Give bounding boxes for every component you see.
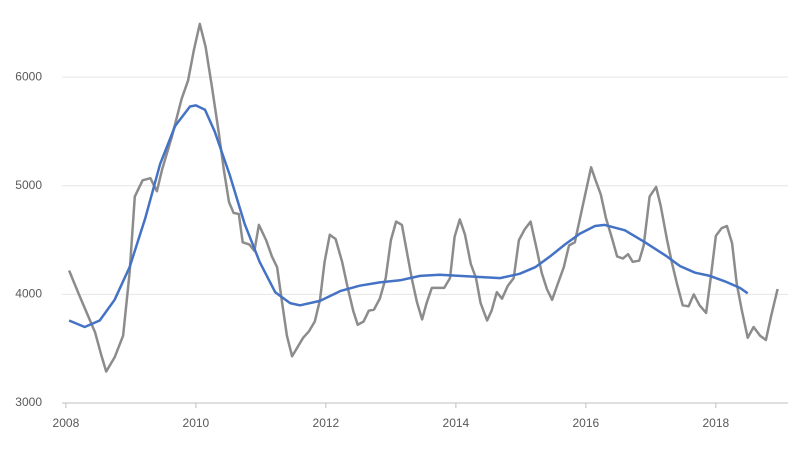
y-tick-label: 3000 xyxy=(15,395,42,409)
x-tick-label: 2012 xyxy=(313,416,340,430)
x-tick-label: 2016 xyxy=(573,416,600,430)
x-tick-label: 2008 xyxy=(53,416,80,430)
line-series xyxy=(68,104,749,329)
line-series xyxy=(67,22,779,373)
x-tick-label: 2010 xyxy=(183,416,210,430)
x-tick-label: 2014 xyxy=(443,416,470,430)
y-tick-label: 6000 xyxy=(15,69,42,83)
y-tick-label: 4000 xyxy=(15,287,42,301)
x-tick-label: 2018 xyxy=(703,416,730,430)
y-tick-label: 5000 xyxy=(15,178,42,192)
